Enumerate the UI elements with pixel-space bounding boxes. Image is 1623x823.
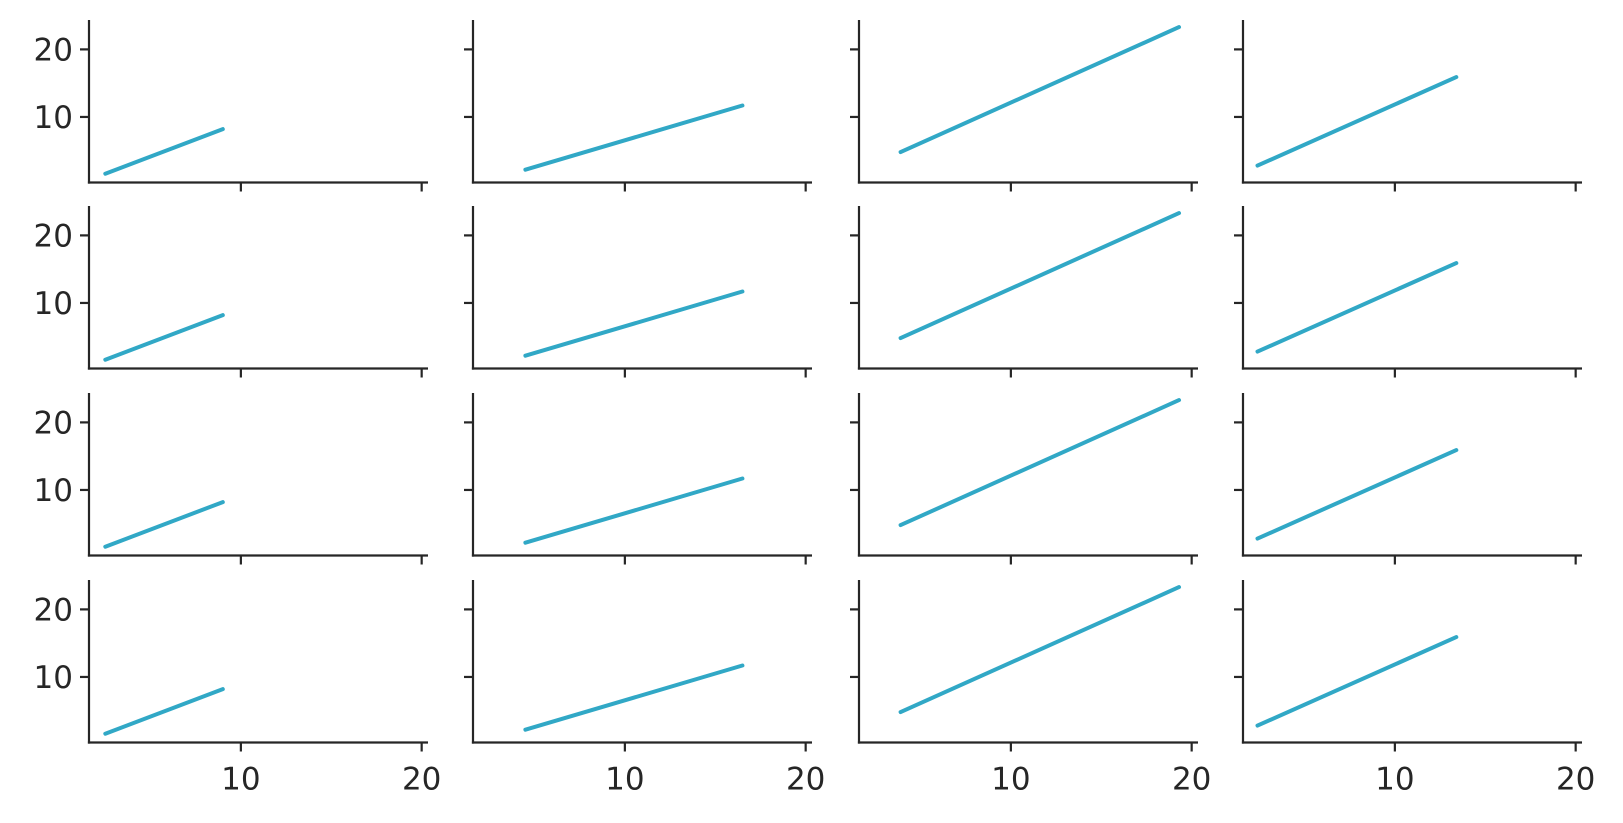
data-line — [898, 398, 1181, 528]
subplot-r1c3 — [850, 20, 1198, 192]
y-tick-label: 20 — [34, 405, 73, 441]
data-line — [1255, 261, 1459, 354]
y-tick-label: 10 — [34, 286, 73, 322]
data-line — [1255, 635, 1459, 728]
data-line — [103, 687, 225, 736]
data-line — [898, 585, 1181, 715]
y-tick-label: 10 — [34, 660, 73, 696]
subplot-r2c2 — [464, 206, 812, 378]
subplot-r4c2: 10 20 — [464, 580, 825, 798]
x-tick-label: 20 — [402, 762, 441, 798]
subplot-r4c1: 10 20 20 10 — [34, 580, 441, 798]
data-line — [523, 476, 745, 545]
data-line — [103, 313, 225, 362]
x-tick-label: 10 — [991, 762, 1030, 798]
data-line — [1255, 448, 1459, 541]
y-tick-label: 10 — [34, 473, 73, 509]
data-line — [523, 103, 745, 172]
subplot-r3c3 — [850, 393, 1198, 565]
subplot-r2c3 — [850, 206, 1198, 378]
data-line — [523, 663, 745, 732]
y-tick-label: 20 — [34, 32, 73, 68]
data-line — [523, 289, 745, 358]
x-tick-label: 20 — [1556, 762, 1595, 798]
x-tick-label: 10 — [605, 762, 644, 798]
y-tick-label: 10 — [34, 100, 73, 136]
x-tick-label: 20 — [1172, 762, 1211, 798]
data-line — [103, 500, 225, 549]
y-tick-label: 20 — [34, 592, 73, 628]
subplot-r4c3: 10 20 — [850, 580, 1211, 798]
x-tick-label: 20 — [786, 762, 825, 798]
subplot-r1c2 — [464, 20, 812, 192]
data-line — [1255, 75, 1459, 168]
data-line — [103, 127, 225, 176]
data-line — [898, 211, 1181, 341]
data-line — [898, 25, 1181, 155]
subplot-r1c4 — [1234, 20, 1582, 192]
x-tick-label: 10 — [221, 762, 260, 798]
subplot-r2c4 — [1234, 206, 1582, 378]
subplot-r3c4 — [1234, 393, 1582, 565]
subplot-r4c4: 10 20 — [1234, 580, 1595, 798]
subplot-r3c2 — [464, 393, 812, 565]
y-tick-label: 20 — [34, 218, 73, 254]
x-tick-label: 10 — [1375, 762, 1414, 798]
